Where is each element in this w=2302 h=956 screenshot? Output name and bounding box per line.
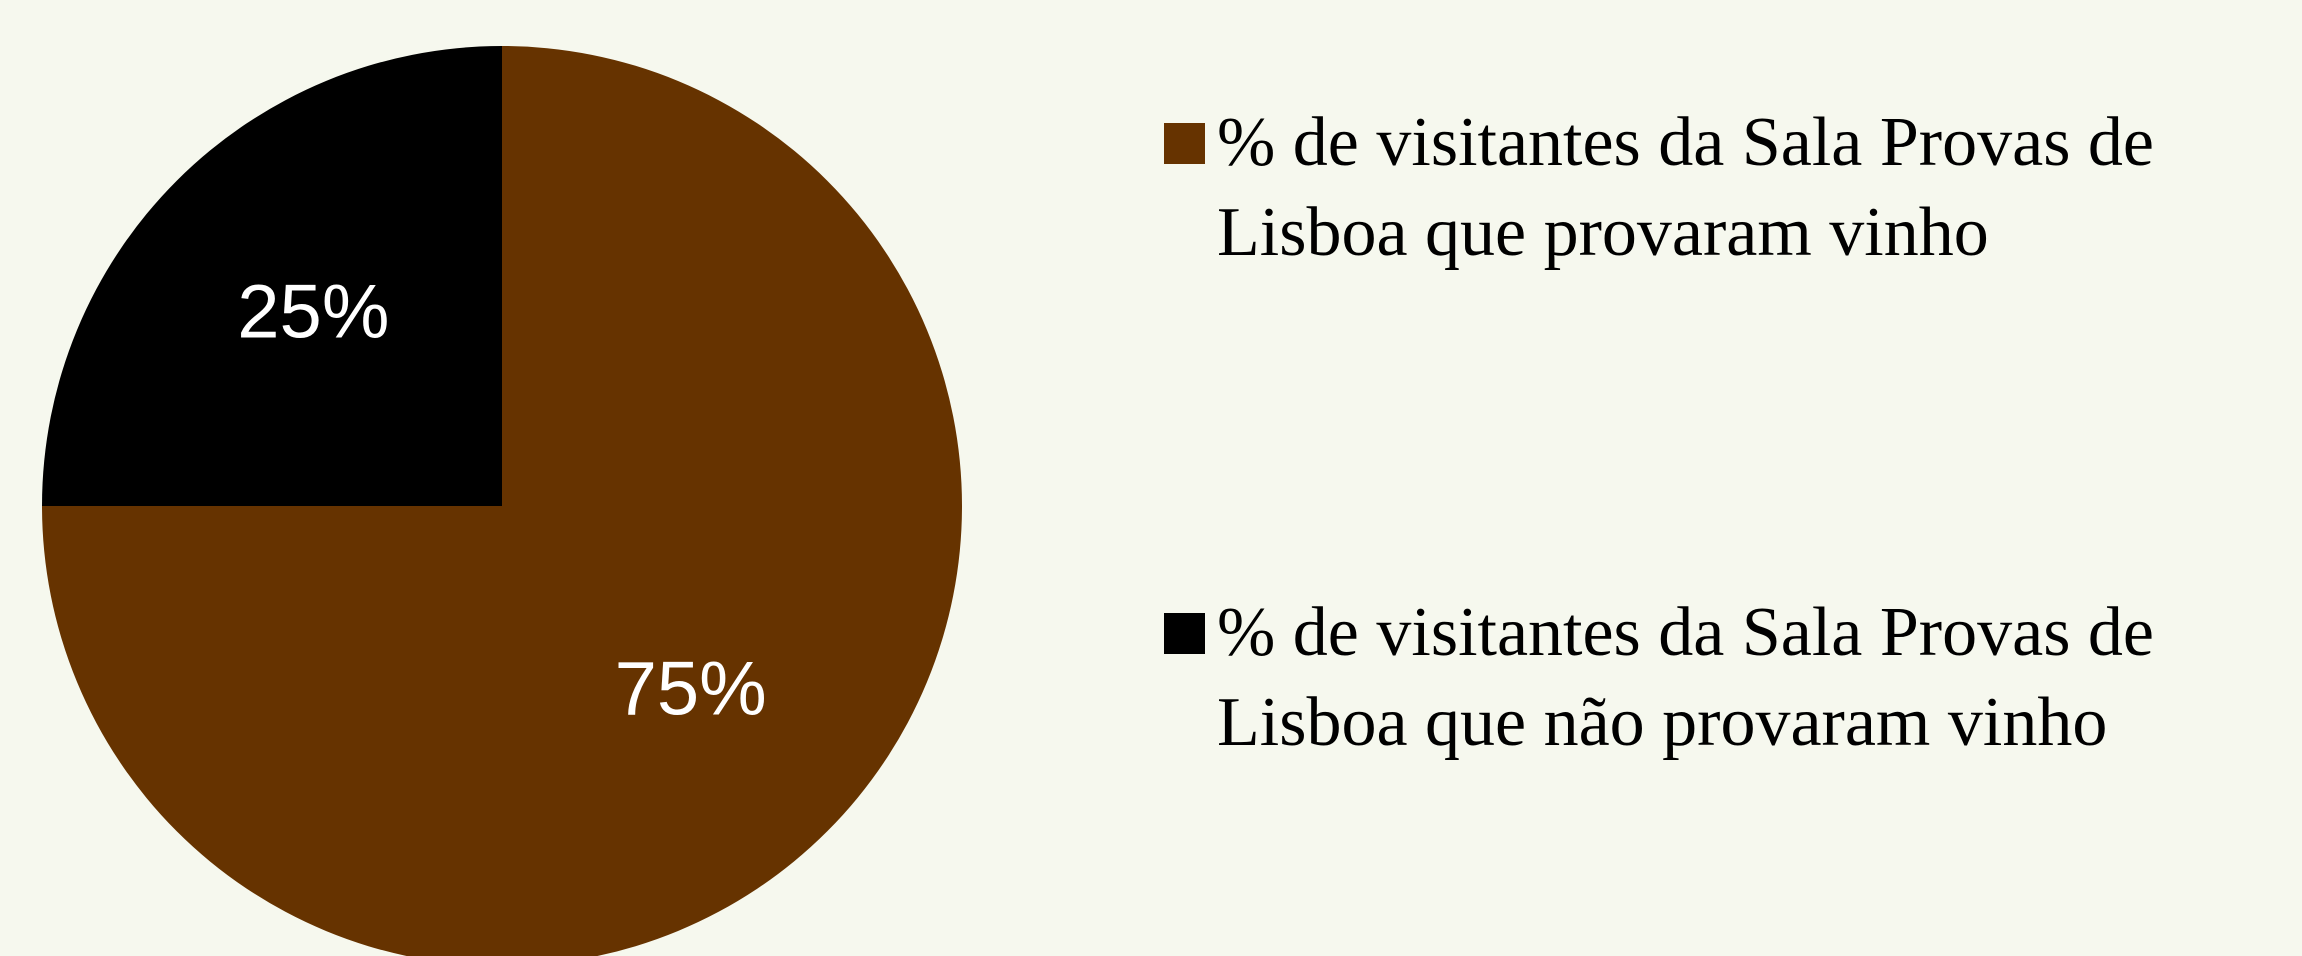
legend-item: % de visitantes da Sala Provas de Lisboa… [1164,588,2274,768]
legend-label: % de visitantes da Sala Provas de Lisboa… [1217,104,2190,271]
slice-label: 75% [615,647,767,732]
slice-label: 25% [237,269,389,354]
pie-chart: 75% 25% [42,46,962,956]
pie-slice [42,46,962,956]
legend-swatch [1164,123,1205,164]
legend-item: % de visitantes da Sala Provas de Lisboa… [1164,98,2274,278]
legend-label: % de visitantes da Sala Provas de Lisboa… [1217,594,2190,761]
pie-slice [42,46,502,506]
legend-swatch [1164,613,1205,654]
